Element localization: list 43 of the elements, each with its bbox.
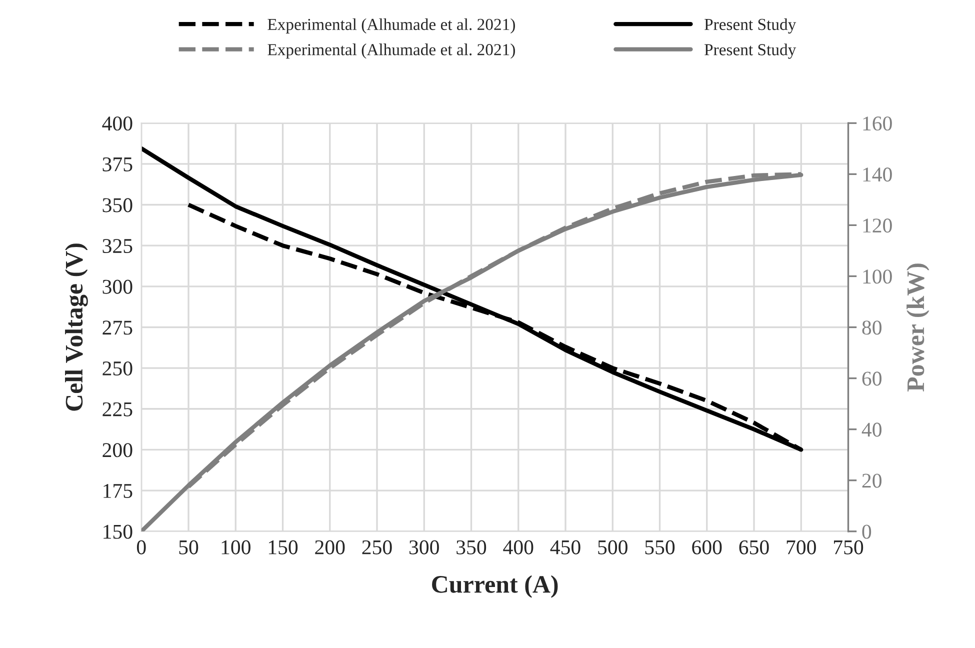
y-tick-label: 250 bbox=[102, 361, 132, 376]
y-tick-label: 300 bbox=[102, 280, 132, 294]
y2-tick-label: 0 bbox=[862, 524, 872, 539]
x-tick-label: 150 bbox=[268, 540, 298, 554]
x-tick-label: 400 bbox=[503, 540, 534, 554]
x-tick-label: 0 bbox=[136, 540, 146, 554]
x-tick-label: 200 bbox=[315, 540, 345, 554]
y2-tick-label: 120 bbox=[863, 218, 892, 233]
y-tick-label: 275 bbox=[102, 320, 132, 335]
x-tick-label: 500 bbox=[598, 540, 628, 554]
legend-label: Present Study bbox=[704, 18, 796, 34]
y2-tick-label: 20 bbox=[862, 474, 882, 488]
x-tick-label: 100 bbox=[222, 540, 250, 554]
y-tick-label: 400 bbox=[102, 116, 132, 131]
y-tick-label: 350 bbox=[102, 198, 132, 212]
x-tick-label: 550 bbox=[645, 540, 675, 554]
legend-label: Experimental (Alhumade et al. 2021) bbox=[268, 44, 515, 59]
x-tick-label: 700 bbox=[786, 540, 816, 554]
y-tick-label: 150 bbox=[104, 524, 132, 539]
x-tick-label: 600 bbox=[692, 540, 722, 554]
legend-label: Present Study bbox=[704, 44, 796, 59]
y-tick-label: 225 bbox=[102, 402, 132, 416]
legend-label: Experimental (Alhumade et al. 2021) bbox=[268, 18, 515, 34]
x-tick-label: 450 bbox=[550, 540, 580, 554]
x-tick-label: 350 bbox=[456, 540, 486, 554]
y2-tick-label: 80 bbox=[862, 320, 882, 335]
y2-tick-label: 40 bbox=[862, 422, 882, 437]
y2-tick-label: 100 bbox=[863, 270, 892, 284]
y-tick-label: 175 bbox=[104, 484, 132, 498]
y2-tick-label: 140 bbox=[863, 168, 892, 182]
y-tick-label: 325 bbox=[102, 239, 132, 254]
y2-axis-title: Power (kW) bbox=[906, 264, 930, 392]
x-tick-label: 50 bbox=[179, 540, 198, 554]
y-axis-title: Cell Voltage (V) bbox=[65, 244, 88, 411]
x-tick-label: 250 bbox=[362, 540, 392, 554]
y2-tick-label: 160 bbox=[863, 116, 892, 131]
y-tick-label: 200 bbox=[102, 443, 132, 458]
y2-tick-label: 60 bbox=[862, 372, 882, 386]
x-tick-label: 650 bbox=[739, 540, 769, 554]
x-axis-title: Current (A) bbox=[432, 575, 558, 598]
x-tick-label: 750 bbox=[834, 540, 864, 554]
x-tick-label: 300 bbox=[409, 540, 439, 554]
y-tick-label: 375 bbox=[102, 157, 132, 172]
